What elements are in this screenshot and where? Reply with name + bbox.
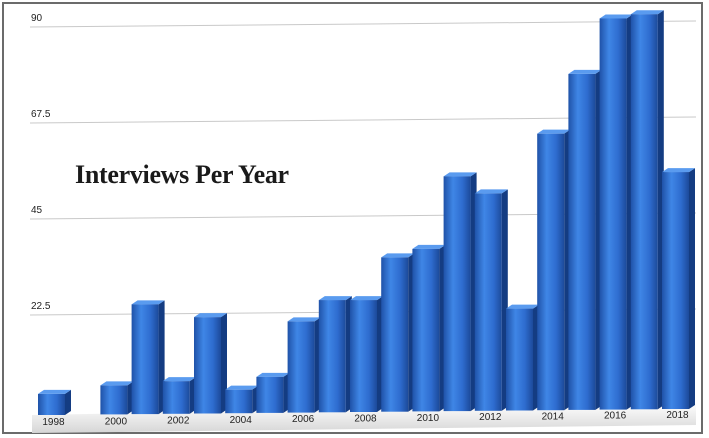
gridline <box>29 20 697 28</box>
x-tick-label: 2002 <box>167 416 190 427</box>
bar-2015 <box>568 69 602 410</box>
bar-2017 <box>630 10 664 410</box>
bar-2012 <box>474 189 508 411</box>
x-tick-label: 1998 <box>42 417 65 428</box>
bar-2005 <box>256 372 290 413</box>
bar-2000 <box>100 381 134 415</box>
x-tick-label: 2006 <box>292 414 315 425</box>
x-tick-label: 2008 <box>354 414 377 425</box>
bar-2014 <box>537 129 571 411</box>
bar-2009 <box>381 253 415 412</box>
x-tick-label: 2018 <box>666 410 689 421</box>
bar-2010 <box>412 244 446 412</box>
x-tick-label: 2012 <box>479 412 502 423</box>
y-tick-label: 67.5 <box>31 109 51 120</box>
bar-2016 <box>599 14 633 410</box>
chart-title: Interviews Per Year <box>75 160 289 189</box>
x-tick-label: 2016 <box>604 411 627 422</box>
x-tick-label: 2010 <box>417 413 440 424</box>
y-tick-label: 45 <box>31 205 43 216</box>
bar-2018 <box>662 168 695 409</box>
bar-2006 <box>287 317 321 413</box>
bar-2002 <box>162 377 196 414</box>
y-tick-label: 90 <box>31 13 43 24</box>
bar-2001 <box>131 300 165 415</box>
y-tick-label: 22.5 <box>31 301 51 312</box>
bar-2013 <box>506 304 539 411</box>
bar-2007 <box>318 296 352 413</box>
x-tick-label: 2004 <box>230 415 253 426</box>
bar-2011 <box>443 172 477 412</box>
bar-2004 <box>225 385 259 414</box>
bar-2003 <box>194 313 227 414</box>
bar-1998 <box>38 389 71 415</box>
x-tick-label: 2014 <box>542 411 565 422</box>
bar-2008 <box>350 296 383 412</box>
x-tick-label: 2000 <box>105 416 128 427</box>
